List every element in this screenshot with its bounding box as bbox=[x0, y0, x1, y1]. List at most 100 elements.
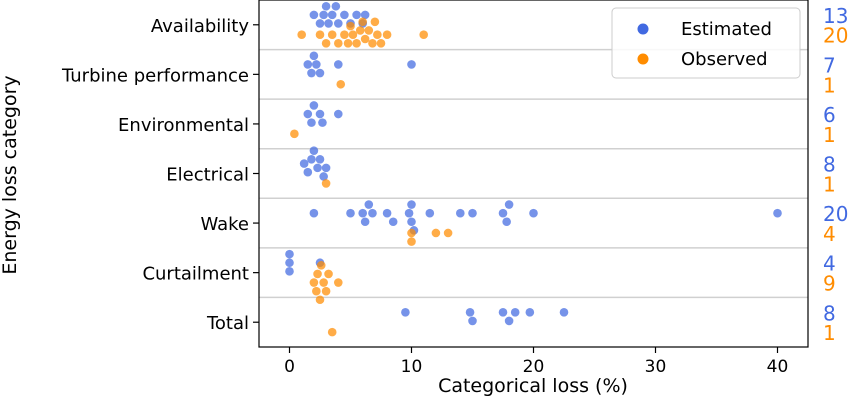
data-point-observed bbox=[315, 30, 325, 39]
data-point-observed bbox=[407, 228, 416, 238]
data-point-estimated bbox=[309, 101, 319, 110]
data-point-estimated bbox=[321, 163, 331, 173]
data-point-estimated bbox=[318, 118, 327, 127]
data-point-estimated bbox=[303, 60, 313, 69]
x-tick-label: 0 bbox=[284, 357, 295, 377]
data-point-estimated bbox=[401, 308, 410, 317]
data-point-estimated bbox=[334, 19, 343, 28]
legend: Estimated Observed bbox=[611, 7, 801, 79]
data-point-estimated bbox=[299, 159, 309, 168]
data-point-observed bbox=[443, 228, 453, 238]
data-point-observed bbox=[297, 30, 307, 39]
data-point-estimated bbox=[407, 200, 416, 209]
data-point-estimated bbox=[309, 51, 319, 61]
y-category-label: Environmental bbox=[118, 115, 249, 136]
data-point-estimated bbox=[285, 267, 294, 276]
y-axis-label: Energy loss category bbox=[0, 75, 21, 274]
count-label-estimated: 6 bbox=[823, 103, 836, 127]
x-tick-label: 10 bbox=[401, 357, 423, 377]
count-label-observed: 9 bbox=[823, 272, 836, 296]
data-points bbox=[285, 1, 782, 337]
data-point-observed bbox=[358, 17, 368, 27]
y-category-label: Availability bbox=[151, 16, 249, 37]
data-point-observed bbox=[368, 39, 377, 48]
data-point-estimated bbox=[559, 308, 569, 317]
data-point-observed bbox=[321, 39, 331, 48]
data-point-estimated bbox=[327, 10, 337, 20]
data-point-estimated bbox=[364, 200, 374, 209]
x-axis-label: Categorical loss (%) bbox=[438, 375, 628, 397]
data-point-estimated bbox=[510, 308, 520, 317]
data-point-observed bbox=[355, 26, 365, 35]
data-point-estimated bbox=[307, 118, 316, 127]
data-point-estimated bbox=[313, 163, 322, 173]
legend-box bbox=[611, 7, 801, 79]
count-label-estimated: 8 bbox=[823, 153, 836, 177]
data-point-observed bbox=[370, 17, 380, 27]
data-point-observed bbox=[376, 39, 386, 48]
data-point-observed bbox=[327, 30, 337, 39]
data-point-observed bbox=[321, 286, 331, 296]
data-point-estimated bbox=[309, 208, 319, 218]
data-point-estimated bbox=[285, 258, 294, 268]
data-point-observed bbox=[343, 39, 353, 48]
count-label-observed: 1 bbox=[823, 73, 836, 97]
data-point-observed bbox=[431, 228, 441, 238]
data-point-estimated bbox=[388, 217, 398, 227]
y-category-label: Curtailment bbox=[142, 264, 249, 285]
data-point-estimated bbox=[309, 146, 319, 155]
legend-label-estimated: Estimated bbox=[681, 19, 772, 40]
count-label-observed: 4 bbox=[823, 222, 836, 246]
data-point-estimated bbox=[382, 208, 392, 218]
data-point-estimated bbox=[773, 208, 782, 218]
data-point-estimated bbox=[346, 208, 355, 218]
data-point-estimated bbox=[504, 316, 514, 326]
data-point-estimated bbox=[368, 208, 377, 218]
count-label-estimated: 20 bbox=[823, 202, 848, 226]
data-point-observed bbox=[313, 269, 322, 279]
data-point-observed bbox=[319, 278, 328, 287]
data-point-observed bbox=[315, 295, 325, 305]
data-point-estimated bbox=[315, 68, 325, 78]
data-point-observed bbox=[324, 269, 333, 279]
data-point-estimated bbox=[312, 60, 321, 69]
data-point-estimated bbox=[334, 109, 343, 119]
y-category-label: Wake bbox=[200, 214, 249, 235]
x-tick-label: 40 bbox=[767, 357, 789, 377]
data-point-estimated bbox=[319, 10, 328, 20]
x-tick-label: 30 bbox=[645, 357, 667, 377]
count-label-observed: 1 bbox=[823, 123, 836, 147]
data-point-observed bbox=[327, 327, 337, 337]
data-point-estimated bbox=[468, 316, 477, 326]
data-point-estimated bbox=[285, 249, 294, 259]
legend-marker-estimated bbox=[637, 23, 649, 35]
data-point-estimated bbox=[529, 208, 538, 218]
data-point-estimated bbox=[502, 217, 511, 227]
legend-label-observed: Observed bbox=[681, 49, 768, 70]
data-point-estimated bbox=[404, 208, 414, 218]
data-point-estimated bbox=[307, 68, 316, 78]
legend-marker-observed bbox=[637, 53, 649, 65]
data-point-observed bbox=[321, 179, 331, 188]
y-category-label: Turbine performance bbox=[61, 65, 249, 86]
count-label-observed: 1 bbox=[823, 321, 836, 345]
data-point-estimated bbox=[525, 308, 535, 317]
data-point-estimated bbox=[324, 19, 333, 28]
data-point-estimated bbox=[358, 208, 368, 218]
data-point-observed bbox=[346, 21, 355, 31]
y-category-label: Total bbox=[206, 313, 249, 334]
data-point-observed bbox=[348, 30, 358, 39]
data-point-estimated bbox=[315, 109, 325, 119]
data-point-estimated bbox=[315, 154, 325, 164]
data-point-estimated bbox=[303, 167, 313, 177]
y-axis: Availability Turbine performance Environme… bbox=[61, 16, 259, 334]
data-point-estimated bbox=[498, 308, 508, 317]
data-point-observed bbox=[316, 261, 326, 270]
data-point-observed bbox=[407, 237, 416, 246]
data-point-observed bbox=[373, 30, 382, 39]
count-label-observed: 20 bbox=[823, 24, 848, 48]
data-point-estimated bbox=[360, 10, 370, 20]
data-point-estimated bbox=[309, 10, 319, 20]
data-point-estimated bbox=[307, 154, 316, 164]
